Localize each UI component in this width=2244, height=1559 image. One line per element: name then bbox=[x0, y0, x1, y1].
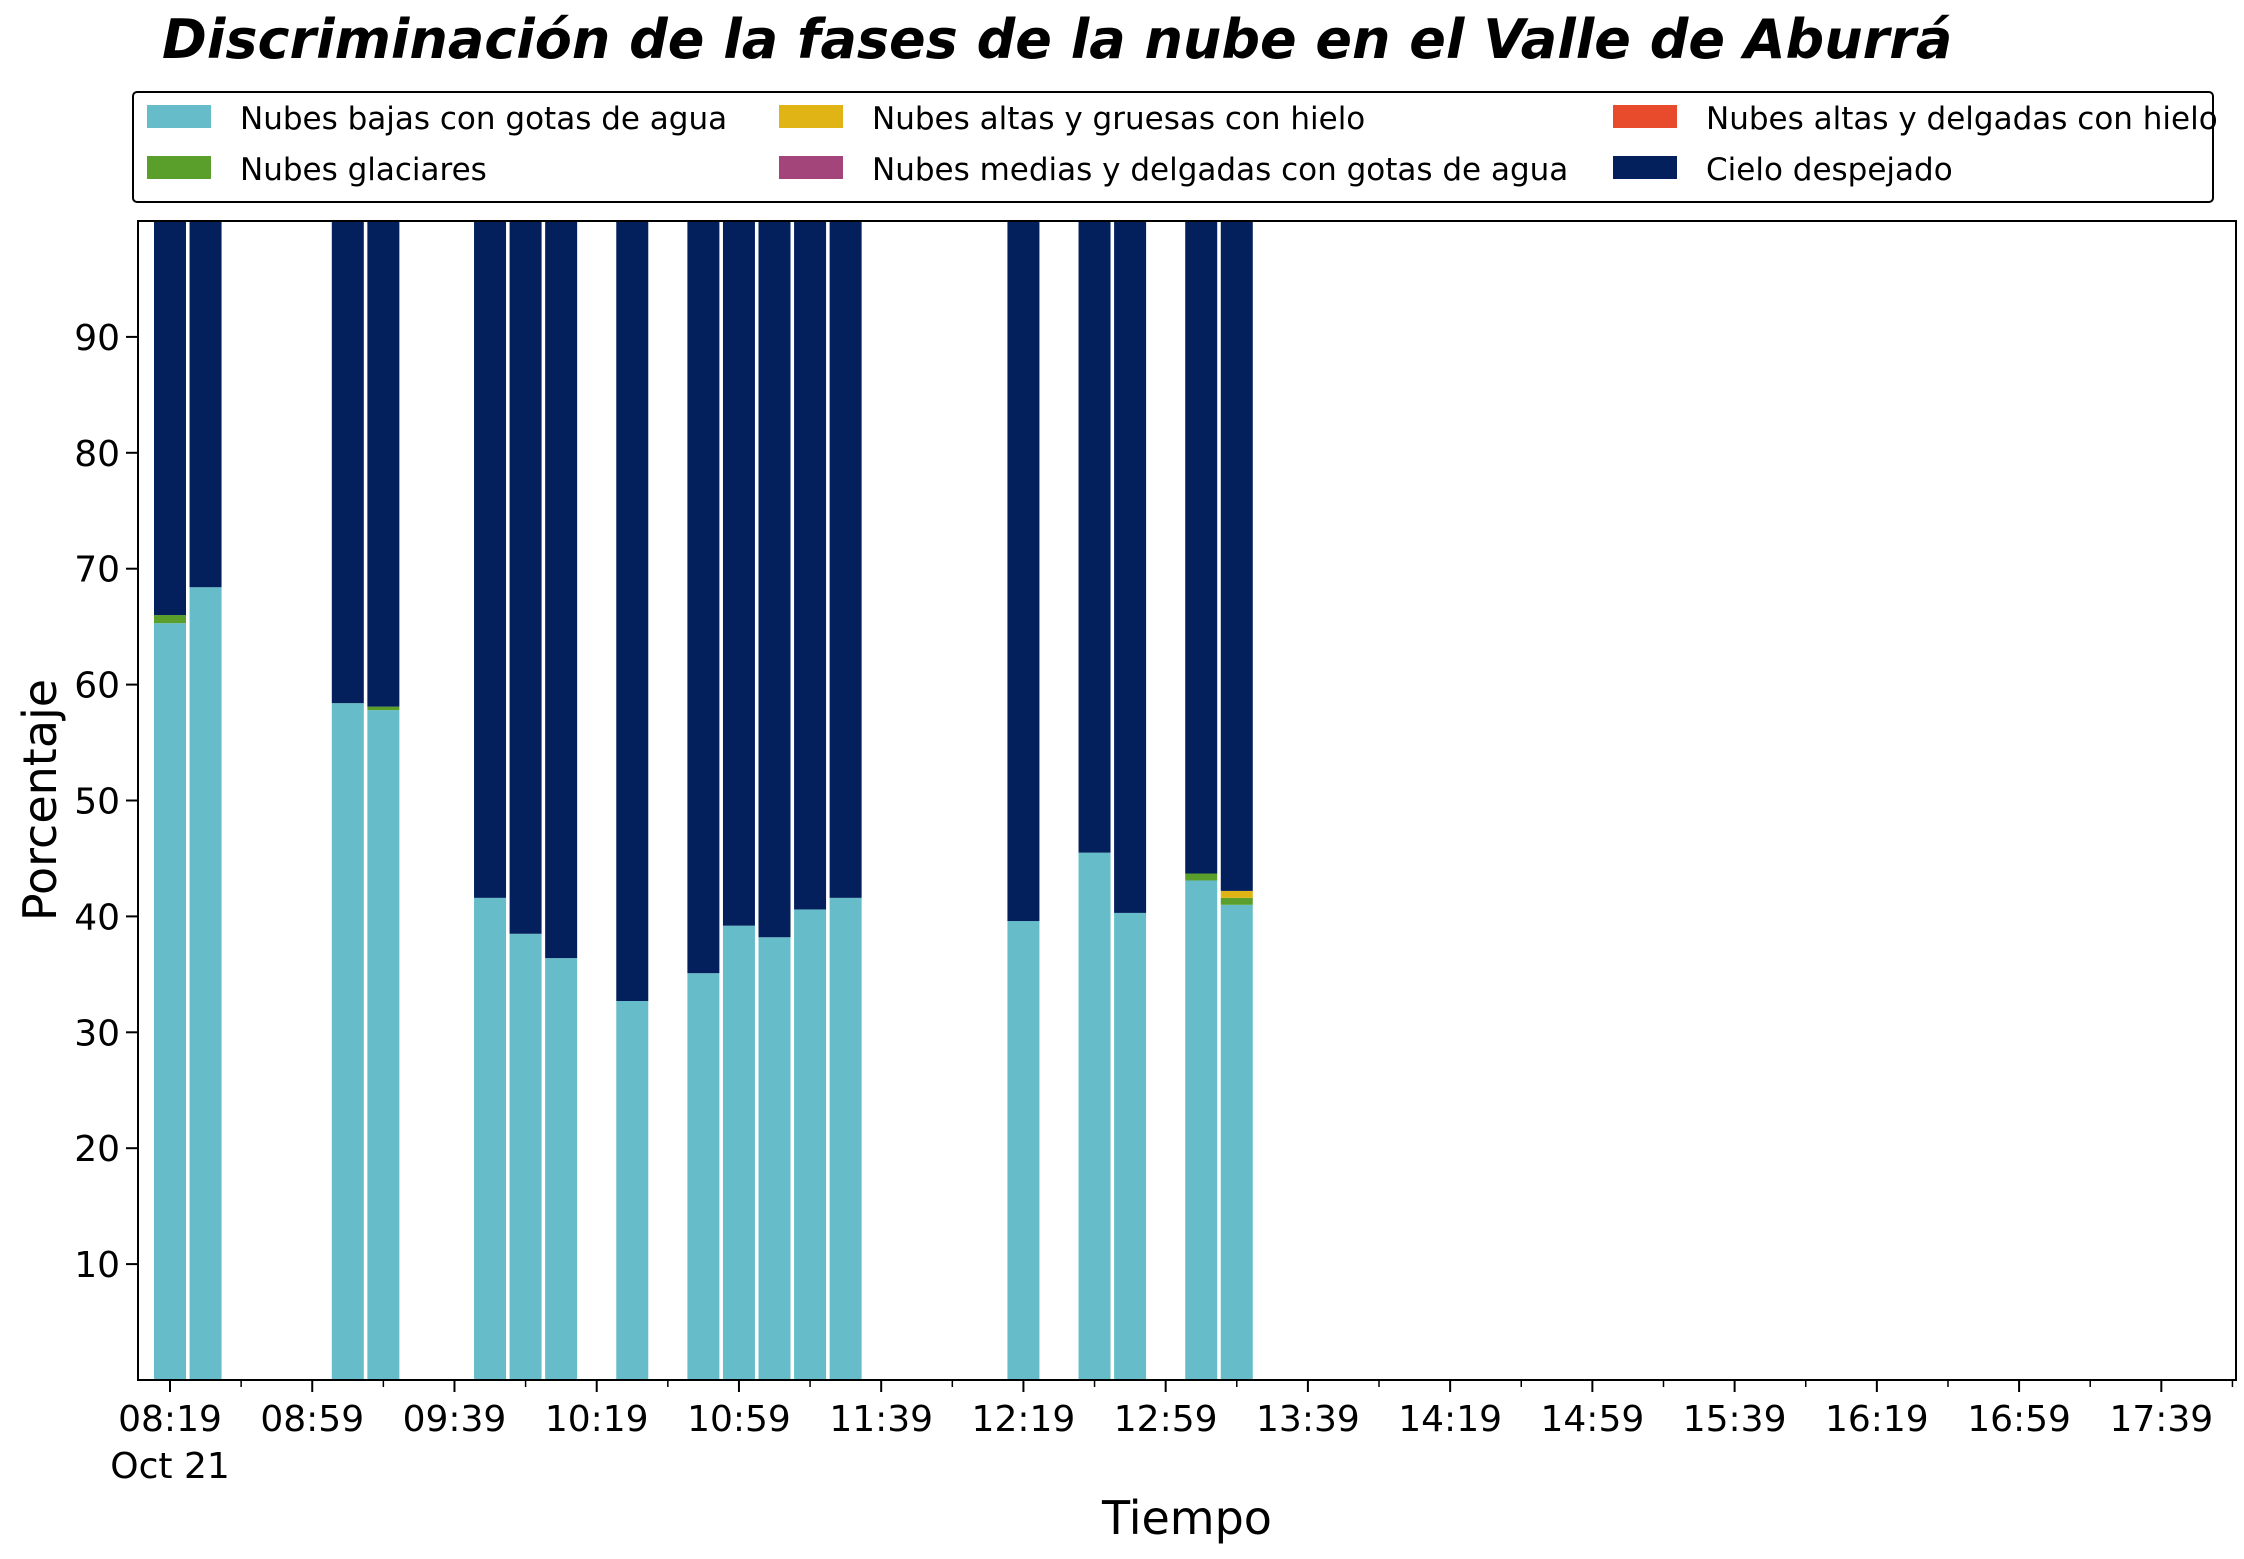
bar-segment-glacier bbox=[1220, 897, 1253, 905]
bar-segment-low-water bbox=[722, 925, 755, 1380]
bar-segment-clear-sky bbox=[189, 221, 222, 588]
x-tick-label: 16:19 bbox=[1825, 1399, 1929, 1440]
bar-segment-low-water bbox=[794, 909, 827, 1380]
y-tick-label: 90 bbox=[74, 318, 120, 359]
bar-segment-low-water bbox=[829, 897, 862, 1380]
bar-segment-low-water bbox=[1220, 904, 1253, 1380]
legend-label: Nubes altas y delgadas con hielo bbox=[1706, 101, 2218, 137]
bar-segment-low-water bbox=[687, 973, 720, 1380]
legend-label: Nubes bajas con gotas de agua bbox=[240, 101, 727, 137]
x-tick-label: 16:59 bbox=[1967, 1399, 2071, 1440]
y-tick-label: 80 bbox=[74, 434, 120, 475]
chart-title: Discriminación de la fases de la nube en… bbox=[162, 8, 1952, 71]
bars-layer bbox=[154, 221, 1253, 1380]
bar-segment-low-water bbox=[1114, 912, 1147, 1380]
y-axis-label: Porcentaje bbox=[13, 679, 67, 921]
x-tick-sublabel: Oct 21 bbox=[110, 1446, 230, 1487]
bar-segment-clear-sky bbox=[616, 221, 649, 1002]
bar-segment-low-water bbox=[331, 703, 364, 1380]
bar-segment-low-water bbox=[758, 937, 791, 1380]
y-tick-label: 20 bbox=[74, 1129, 120, 1170]
bar-segment-low-water bbox=[616, 1001, 649, 1380]
bar-segment-glacier bbox=[1185, 873, 1218, 881]
x-tick-label: 11:39 bbox=[829, 1399, 933, 1440]
legend-label: Nubes altas y gruesas con hielo bbox=[872, 101, 1365, 137]
bar-segment-clear-sky bbox=[1220, 221, 1253, 891]
x-tick-label: 17:39 bbox=[2109, 1399, 2213, 1440]
bar-segment-low-water bbox=[189, 587, 222, 1380]
x-tick-label: 10:19 bbox=[545, 1399, 649, 1440]
bar-segment-clear-sky bbox=[1114, 221, 1147, 913]
plot-area: 10 20 30 40 50 60 70 80 90 08:19 Oct 21 08:59 09:39… bbox=[74, 220, 2237, 1487]
x-tick-label: 08:19 bbox=[118, 1399, 222, 1440]
bar-segment-clear-sky bbox=[758, 221, 791, 938]
y-axis: 10 20 30 40 50 60 70 80 90 bbox=[74, 318, 138, 1286]
x-tick-label: 12:19 bbox=[972, 1399, 1076, 1440]
bar-segment-clear-sky bbox=[829, 221, 862, 898]
x-tick-label: 15:39 bbox=[1683, 1399, 1787, 1440]
x-tick-label: 09:39 bbox=[403, 1399, 507, 1440]
bar-segment-clear-sky bbox=[545, 221, 578, 959]
bar-segment-glacier bbox=[154, 615, 186, 624]
bar-segment-low-water bbox=[1007, 921, 1040, 1380]
legend-label: Nubes glaciares bbox=[240, 152, 487, 188]
bar-segment-glacier bbox=[367, 706, 400, 711]
bar-segment-clear-sky bbox=[1078, 221, 1111, 853]
legend-swatch-glacier bbox=[147, 156, 211, 179]
bar-segment-low-water bbox=[545, 958, 578, 1380]
bar-segment-clear-sky bbox=[722, 221, 755, 926]
x-tick-label: 14:59 bbox=[1541, 1399, 1645, 1440]
y-tick-label: 10 bbox=[74, 1245, 120, 1286]
y-tick-label: 70 bbox=[74, 550, 120, 591]
bar-segment-clear-sky bbox=[509, 221, 542, 934]
legend-swatch-high-thick-ice bbox=[779, 105, 843, 128]
legend-swatch-low-water bbox=[147, 105, 211, 128]
bar-segment-low-water bbox=[1185, 880, 1218, 1380]
bar-segment-clear-sky bbox=[331, 221, 364, 704]
y-tick-label: 30 bbox=[74, 1013, 120, 1054]
x-tick-label: 08:59 bbox=[260, 1399, 364, 1440]
bar-segment-low-water bbox=[509, 933, 542, 1380]
bar-segment-low-water bbox=[1078, 852, 1111, 1380]
bar-segment-clear-sky bbox=[1007, 221, 1040, 922]
y-tick-label: 60 bbox=[74, 666, 120, 707]
x-tick-label: 12:59 bbox=[1114, 1399, 1218, 1440]
x-tick-label: 13:39 bbox=[1256, 1399, 1360, 1440]
bar-segment-low-water bbox=[367, 710, 400, 1380]
legend: Nubes bajas con gotas de agua Nubes altas… bbox=[132, 91, 2218, 203]
bar-segment-low-water bbox=[154, 623, 186, 1380]
bar-segment-clear-sky bbox=[794, 221, 827, 910]
legend-swatch-clear-sky bbox=[1613, 156, 1677, 179]
legend-label: Nubes medias y delgadas con gotas de agu… bbox=[872, 152, 1568, 188]
bar-segment-clear-sky bbox=[687, 221, 720, 974]
bar-segment-clear-sky bbox=[1185, 221, 1218, 874]
legend-label: Cielo despejado bbox=[1706, 152, 1953, 188]
bar-segment-clear-sky bbox=[367, 221, 400, 707]
y-tick-label: 50 bbox=[74, 782, 120, 823]
legend-swatch-high-thin-ice bbox=[1613, 105, 1677, 128]
bar-segment-clear-sky bbox=[154, 221, 186, 616]
x-tick-label: 14:19 bbox=[1398, 1399, 1502, 1440]
bar-segment-clear-sky bbox=[474, 221, 507, 898]
legend-swatch-medium-thin-water bbox=[779, 156, 843, 179]
legend-frame bbox=[132, 91, 2214, 203]
x-axis: 08:19 Oct 21 08:59 09:39 10:19 10:59 11:39 12:1… bbox=[110, 1380, 2234, 1487]
x-axis-label: Tiempo bbox=[1101, 1491, 1272, 1545]
bar-segment-low-water bbox=[474, 897, 507, 1380]
bar-segment-high-thick-ice bbox=[1220, 890, 1253, 898]
y-tick-label: 40 bbox=[74, 897, 120, 938]
x-tick-label: 10:59 bbox=[687, 1399, 791, 1440]
